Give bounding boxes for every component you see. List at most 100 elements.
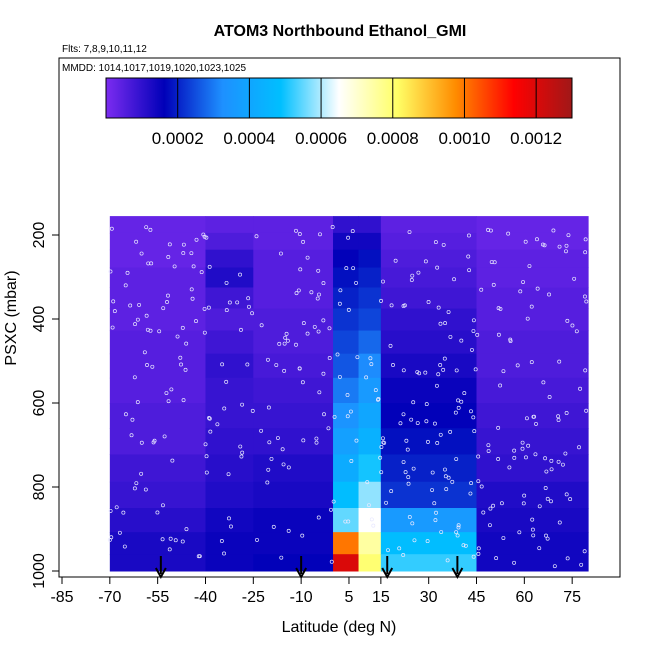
heatmap-cell xyxy=(333,532,360,555)
observation-marker xyxy=(124,412,128,417)
observation-marker xyxy=(350,229,355,234)
x-tick-label: -70 xyxy=(98,589,121,606)
heatmap-cell xyxy=(358,249,382,269)
observation-marker xyxy=(121,510,126,515)
observation-marker xyxy=(572,276,577,281)
observation-marker xyxy=(438,432,443,437)
observation-marker xyxy=(194,319,198,324)
heatmap-cell xyxy=(333,353,360,379)
observation-marker xyxy=(196,554,201,559)
heatmap-cell xyxy=(109,508,206,533)
heatmap-cell xyxy=(476,481,589,509)
observation-marker xyxy=(112,309,117,314)
observation-marker xyxy=(269,456,274,461)
observation-marker xyxy=(181,242,186,247)
observation-marker xyxy=(134,481,139,486)
observation-marker xyxy=(149,261,154,266)
observation-marker xyxy=(556,459,561,464)
observation-marker xyxy=(438,363,443,367)
observation-marker xyxy=(240,450,245,455)
observation-marker xyxy=(271,524,276,529)
observation-marker xyxy=(508,339,513,343)
observation-marker xyxy=(496,332,501,337)
observation-marker xyxy=(381,279,385,284)
observation-marker xyxy=(544,469,549,474)
heatmap-cell xyxy=(380,508,478,533)
observation-marker xyxy=(409,417,414,422)
observation-marker xyxy=(250,408,255,413)
observation-marker xyxy=(143,487,148,492)
observation-marker xyxy=(577,445,581,450)
observation-marker xyxy=(388,343,393,348)
heatmap-cell xyxy=(333,377,360,404)
observation-marker xyxy=(247,304,251,309)
observation-marker xyxy=(448,429,453,434)
observation-marker xyxy=(545,536,550,541)
observation-marker xyxy=(229,524,233,529)
observation-marker xyxy=(338,288,343,293)
heatmap-cell xyxy=(253,508,334,533)
observation-marker xyxy=(150,364,155,369)
observation-marker xyxy=(462,391,467,396)
observation-marker xyxy=(170,458,175,463)
observation-marker xyxy=(459,399,464,404)
observation-marker xyxy=(476,479,481,484)
heatmap-cell xyxy=(205,232,254,251)
observation-marker xyxy=(467,233,471,238)
observation-marker xyxy=(386,548,390,553)
heatmap-cell xyxy=(476,554,589,572)
observation-marker xyxy=(494,556,499,561)
observation-marker xyxy=(368,356,373,361)
observation-marker xyxy=(207,416,211,420)
colorbar-tick-label: 0.0006 xyxy=(295,129,347,148)
heatmap-cell xyxy=(109,232,206,251)
observation-marker xyxy=(498,306,503,311)
observation-marker xyxy=(180,325,185,330)
x-axis: -85 -70 -55 -40 -25 -10 5 15 30 45 60 75 xyxy=(50,577,581,606)
observation-marker xyxy=(416,270,421,275)
observation-marker xyxy=(202,330,207,335)
observation-marker xyxy=(521,501,526,506)
observation-marker xyxy=(296,288,301,293)
colorbar xyxy=(105,77,573,119)
observation-marker xyxy=(439,530,444,534)
observation-marker xyxy=(144,313,149,318)
heatmap-cell xyxy=(358,216,382,234)
heatmap-cell xyxy=(476,216,589,234)
observation-marker xyxy=(520,446,525,451)
observation-marker xyxy=(194,237,199,242)
observation-marker xyxy=(294,342,298,347)
observation-marker xyxy=(135,400,140,405)
observation-marker xyxy=(346,235,351,240)
observation-marker xyxy=(433,240,438,245)
observation-marker xyxy=(346,307,351,312)
heatmap-cell xyxy=(253,377,334,404)
observation-marker xyxy=(537,504,542,509)
observation-marker xyxy=(337,374,342,379)
observation-marker xyxy=(557,244,562,249)
y-tick-label: 800 xyxy=(31,474,48,501)
y-tick-label: 400 xyxy=(31,306,48,333)
observation-marker xyxy=(452,277,457,282)
x-axis-label: Latitude (deg N) xyxy=(282,619,397,636)
observation-marker xyxy=(425,439,430,444)
observation-marker xyxy=(543,486,548,490)
observation-marker xyxy=(108,508,113,513)
observation-marker xyxy=(201,232,206,237)
observation-marker xyxy=(531,414,536,419)
observation-marker xyxy=(487,523,492,528)
observation-marker xyxy=(518,289,523,294)
observation-marker xyxy=(161,503,165,508)
heatmap-cell xyxy=(205,428,254,455)
observation-marker xyxy=(560,462,565,467)
x-tick-label: 60 xyxy=(515,589,533,606)
heatmap-cell xyxy=(358,508,382,533)
heatmap-cell xyxy=(253,330,334,355)
x-tick-label: -40 xyxy=(194,589,217,606)
observation-marker xyxy=(469,409,473,414)
observation-marker xyxy=(180,539,185,544)
heatmap-cell xyxy=(380,330,478,355)
heatmap-cell xyxy=(205,267,254,288)
observation-marker xyxy=(492,260,497,265)
